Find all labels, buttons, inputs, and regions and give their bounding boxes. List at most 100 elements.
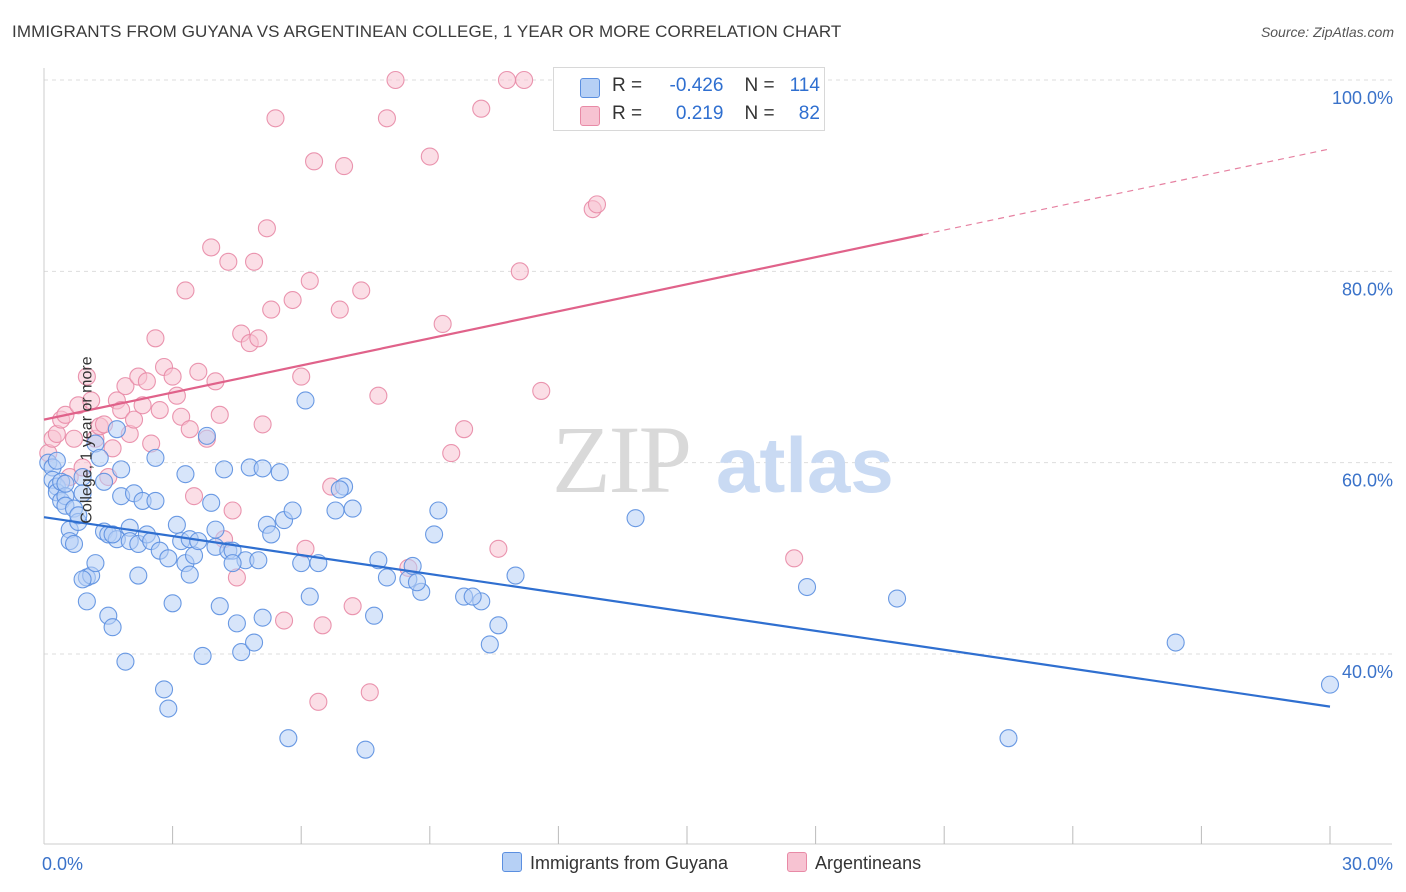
series-legend-argentineans-label: Argentineans — [815, 853, 922, 873]
argentineans-point — [172, 407, 191, 426]
guyana-point — [365, 606, 384, 625]
guyana-point — [232, 643, 251, 662]
guyana-point — [506, 566, 525, 585]
argentineans-point — [219, 252, 238, 271]
series-swatch-pink — [787, 852, 807, 872]
guyana-point — [210, 597, 229, 616]
legend-swatch-pink — [580, 106, 600, 126]
guyana-point — [56, 474, 75, 493]
guyana-point — [296, 391, 315, 410]
argentineans-point — [266, 109, 285, 128]
argentineans-point — [489, 539, 508, 558]
argentineans-point — [150, 400, 169, 420]
argentineans-point — [210, 405, 229, 424]
argentineans-point — [335, 157, 354, 176]
guyana-point — [253, 459, 272, 478]
legend-text: R = -0.426 N = 114 — [612, 75, 820, 97]
argentineans-point — [360, 683, 379, 702]
guyana-point — [69, 506, 88, 525]
x-tick-label-end: 30.0% — [1342, 854, 1393, 874]
argentineans-point — [223, 501, 242, 520]
argentineans-point — [377, 109, 396, 128]
argentineans-point — [532, 381, 551, 400]
argentineans-point — [244, 252, 264, 271]
guyana-point — [103, 618, 122, 637]
guyana-point — [214, 460, 234, 479]
y-tick-label: 80.0% — [1342, 279, 1393, 299]
argentineans-point — [112, 400, 131, 420]
guyana-point — [159, 699, 178, 718]
argentineans-point — [330, 300, 349, 319]
argentineans-point — [497, 70, 517, 90]
argentineans-point — [180, 420, 199, 439]
argentineans-point — [785, 549, 804, 568]
guyana-point — [249, 551, 268, 570]
guyana-point — [489, 616, 508, 635]
stats-legend: R = -0.426 N = 114 R = 0.219 N = 82 — [553, 67, 825, 131]
argentineans-point — [116, 377, 135, 396]
argentineans-trend-extension — [922, 148, 1331, 236]
legend-r-label: R = — [612, 103, 643, 124]
argentineans-point — [442, 444, 461, 463]
guyana-point — [407, 573, 426, 592]
guyana-point — [425, 525, 444, 544]
argentineans-point — [253, 415, 272, 434]
argentineans-point — [309, 692, 328, 711]
argentineans-point — [283, 290, 302, 310]
guyana-point — [330, 480, 349, 499]
argentineans-point — [262, 300, 281, 319]
guyana-point — [129, 566, 148, 585]
argentineans-point — [189, 362, 208, 381]
argentineans-point — [369, 386, 388, 405]
guyana-point — [1166, 633, 1185, 652]
argentineans-point — [163, 367, 182, 386]
argentineans-point — [124, 410, 144, 429]
guyana-point — [463, 587, 482, 606]
guyana-point — [47, 451, 66, 470]
x-tick-label-start: 0.0% — [42, 854, 83, 874]
argentineans-point — [64, 429, 84, 448]
argentineans-point — [472, 99, 491, 118]
argentineans-point — [77, 367, 96, 386]
argentineans-point — [146, 329, 165, 348]
y-axis-label: College, 1 year or more — [78, 356, 96, 524]
argentineans-point — [352, 281, 371, 300]
guyana-point — [112, 460, 131, 479]
guyana-point — [223, 554, 242, 573]
guyana-point — [626, 509, 645, 528]
guyana-point — [146, 448, 165, 467]
argentineans-point — [300, 271, 319, 290]
guyana-point — [326, 501, 345, 520]
argentineans-point — [343, 597, 362, 616]
y-tick-label: 40.0% — [1342, 662, 1393, 682]
guyana-point — [292, 554, 311, 573]
guyana-point — [94, 472, 114, 491]
y-tick-label: 60.0% — [1342, 471, 1393, 491]
argentineans-point — [510, 262, 529, 281]
argentineans-point — [420, 147, 439, 166]
guyana-point — [244, 633, 264, 652]
guyana-point — [176, 465, 195, 484]
guyana-point — [90, 448, 109, 467]
guyana-point — [369, 551, 388, 570]
guyana-point — [206, 520, 225, 539]
argentineans-point — [292, 367, 311, 386]
legend-n-value: 114 — [789, 75, 820, 96]
y-tick-label: 100.0% — [1332, 88, 1393, 108]
legend-r-label: R = — [612, 75, 643, 96]
argentineans-point — [386, 70, 405, 90]
trend-lines — [43, 148, 1331, 708]
argentineans-point — [103, 439, 122, 458]
watermark-atlas: atlas — [716, 421, 894, 509]
legend-row-argentineans: R = 0.219 N = 82 — [554, 100, 824, 128]
argentineans-point — [133, 396, 152, 415]
argentineans-point — [202, 238, 221, 257]
legend-row-guyana: R = -0.426 N = 114 — [554, 72, 824, 100]
guyana-point — [73, 484, 92, 503]
legend-n-label: N = — [744, 103, 775, 124]
source-label: Source: ZipAtlas.com — [1260, 24, 1394, 40]
watermark: ZIP atlas — [552, 406, 894, 513]
guyana-trend-line — [43, 516, 1331, 708]
series-swatch-blue — [502, 852, 522, 872]
legend-text: R = 0.219 N = 82 — [612, 103, 820, 125]
